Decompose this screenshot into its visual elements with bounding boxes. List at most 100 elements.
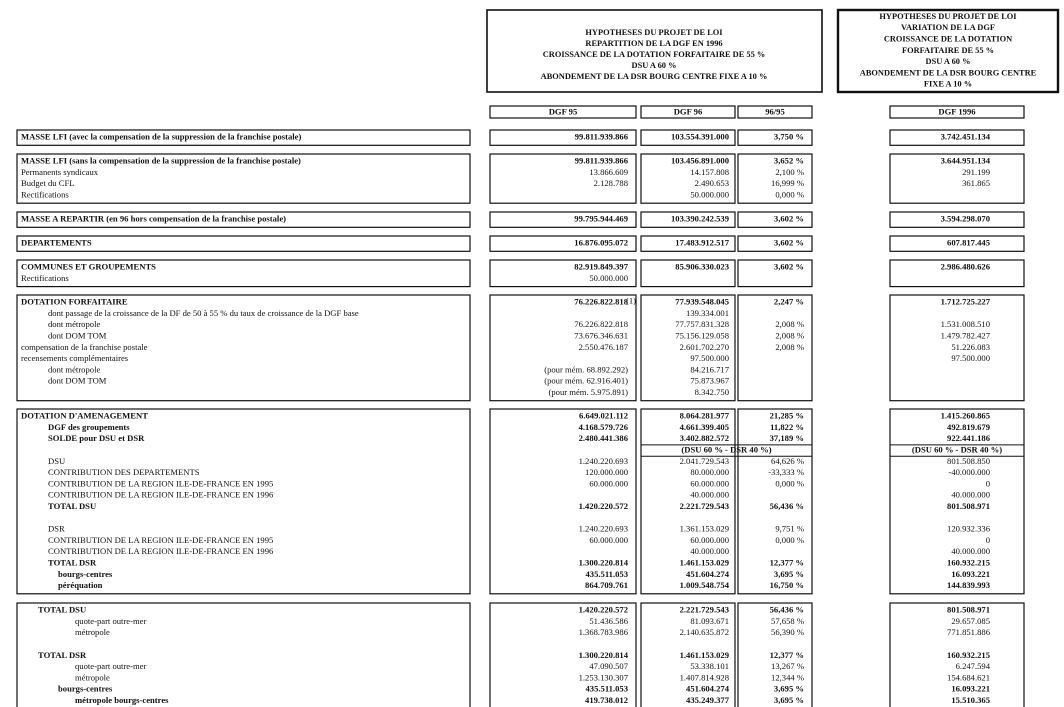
cell: 3,695 % <box>774 569 804 579</box>
cell: 3,652 % <box>774 156 804 166</box>
header-box <box>836 8 1060 94</box>
cell: 120.000.000 <box>585 467 628 477</box>
cell: 4.168.579.726 <box>579 422 629 432</box>
cell: 864.709.761 <box>585 580 628 590</box>
cell: 0 <box>986 478 990 488</box>
value-box <box>640 211 736 228</box>
row-label: quote-part outre-mer <box>75 661 146 671</box>
row-label: TOTAL DSR <box>38 650 87 660</box>
cell: 13,267 % <box>771 661 804 671</box>
cell: 12,377 % <box>770 650 804 660</box>
cell: 60.000.000 <box>589 535 628 545</box>
cell: 3,695 % <box>774 695 804 705</box>
cell: 154.684.621 <box>947 672 990 682</box>
cell: 1.461.153.029 <box>680 558 729 568</box>
cell: 53.338.101 <box>690 661 729 671</box>
value-box <box>737 153 813 204</box>
cell: 2.480.441.386 <box>579 433 629 443</box>
row-label: dont DOM TOM <box>48 331 107 341</box>
row-label: DSR <box>48 524 65 534</box>
cell: 29.657.085 <box>951 616 990 626</box>
cell: 103.456.891.000 <box>671 156 729 166</box>
column-header: DGF 1996 <box>938 106 976 116</box>
cell: 11,822 % <box>770 422 804 432</box>
row-label: CONTRIBUTION DE LA REGION ILE-DE-FRANCE … <box>48 535 273 545</box>
value-box <box>737 259 813 288</box>
cell: 1.300.220.814 <box>579 558 629 568</box>
value-box <box>889 235 1025 252</box>
value-box <box>640 235 736 252</box>
value-box <box>640 602 736 707</box>
cell: 17.483.912.517 <box>675 238 729 248</box>
value-box <box>889 408 1025 595</box>
row-label: CONTRIBUTION DE LA REGION ILE-DE-FRANCE … <box>48 478 273 488</box>
cell: 85.906.330.023 <box>675 262 729 272</box>
row-label: compensation de la franchise postale <box>21 342 148 352</box>
cell: 801.508.850 <box>947 456 990 466</box>
cell: 3,602 % <box>774 238 804 248</box>
header-line: DSU A 60 % <box>632 61 677 70</box>
value-box <box>640 153 736 204</box>
row-label: TOTAL DSR <box>48 558 97 568</box>
cell: 2.601.702.270 <box>680 342 729 352</box>
cell: 0,000 % <box>775 190 804 200</box>
cell: 1.531.008.510 <box>941 319 990 329</box>
cell: 3.402.882.572 <box>680 433 729 443</box>
cell: 0,000 % <box>775 478 804 488</box>
header-line: HYPOTHESES DU PROJET DE LOI <box>585 28 722 37</box>
row-label: métropole <box>75 672 110 682</box>
cell: 80.000.000 <box>690 467 729 477</box>
header-line: HYPOTHESES DU PROJET DE LOI <box>879 12 1016 21</box>
cell: 1.300.220.814 <box>579 650 629 660</box>
cell: 3.594.298.070 <box>941 214 990 224</box>
cell: 3,602 % <box>774 262 804 272</box>
label-box <box>16 602 471 707</box>
column-header-box <box>737 105 813 119</box>
cell: 0 <box>986 535 990 545</box>
cell: 801.508.971 <box>947 605 990 615</box>
cell: 57,658 % <box>771 616 804 626</box>
label-box <box>16 211 471 228</box>
cell: 3.644.951.134 <box>941 156 991 166</box>
row-label: dont métropole <box>48 364 100 374</box>
cell: 144.839.993 <box>947 580 990 590</box>
value-box <box>737 129 813 146</box>
cell: 2.221.729.543 <box>680 501 729 511</box>
label-box <box>16 153 471 204</box>
cell: 361.865 <box>962 178 990 188</box>
cell: 16.876.095.072 <box>574 238 628 248</box>
cell: 2,247 % <box>774 297 804 307</box>
value-box <box>889 294 1025 402</box>
cell: 2.041.729.543 <box>680 456 729 466</box>
cell: 771.851.886 <box>947 627 991 637</box>
cell: 451.604.274 <box>686 569 730 579</box>
cell: 2,008 % <box>775 331 804 341</box>
cell: 2,008 % <box>775 342 804 352</box>
column-header: 96/95 <box>765 106 785 116</box>
cell: 56,436 % <box>770 605 804 615</box>
cell: 435.249.377 <box>686 695 730 705</box>
row-label: TOTAL DSU <box>48 501 96 511</box>
header-line: REPARTITION DE LA DGF EN 1996 <box>585 39 722 48</box>
cell: 51.436.586 <box>589 616 628 626</box>
row-label: SOLDE pour DSU et DSR <box>48 433 145 443</box>
value-box <box>489 259 637 288</box>
cell: 1.368.783.986 <box>579 627 629 637</box>
cell: 139.334.001 <box>686 308 729 318</box>
row-label: recensements complémentaires <box>21 353 129 363</box>
cell: 801.508.971 <box>947 501 990 511</box>
cell: 21,285 % <box>770 411 804 421</box>
row-label: péréquation <box>58 580 103 590</box>
cell: (DSU 60 % - DSR 40 %) <box>681 445 771 455</box>
cell: 2,100 % <box>775 167 804 177</box>
cell: 60.000.000 <box>589 478 628 488</box>
cell: 1.461.153.029 <box>680 650 729 660</box>
cell: 56,436 % <box>770 501 804 511</box>
cell: 9,751 % <box>775 524 804 534</box>
cell: 492.819.679 <box>947 422 990 432</box>
cell: 14.157.808 <box>690 167 729 177</box>
cell: 50.000.000 <box>589 273 628 283</box>
value-box <box>489 153 637 204</box>
cell: 160.932.215 <box>947 650 990 660</box>
